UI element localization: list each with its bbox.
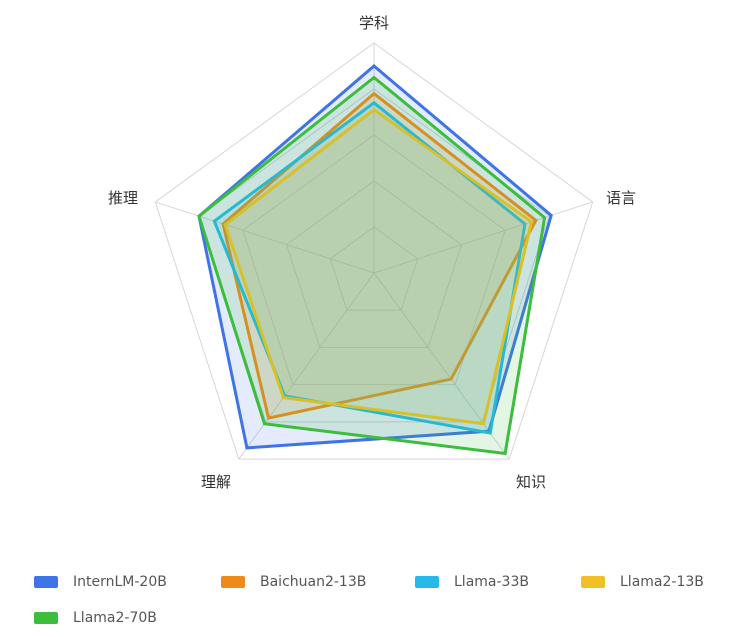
series-area-llama-33b[interactable]	[212, 100, 527, 435]
legend-label: Llama-33B	[454, 574, 529, 590]
axis-label-4: 推理	[108, 189, 138, 207]
series-area-llama2-70b[interactable]	[197, 75, 547, 456]
legend-label: Baichuan2-13B	[260, 574, 367, 590]
legend-item-llama2-70b[interactable]: Llama2-70B	[34, 608, 157, 628]
axis-label-2: 知识	[516, 473, 546, 491]
legend-label: Llama2-70B	[73, 610, 157, 626]
axis-label-3: 理解	[201, 473, 231, 491]
grid-spoke-2	[373, 272, 510, 460]
radar-chart: 学科 语言 知识 理解 推理	[108, 14, 636, 491]
legend-label: Llama2-13B	[620, 574, 704, 590]
legend-item-llama2-13b[interactable]: Llama2-13B	[581, 572, 704, 592]
legend-item-baichuan2-13b[interactable]: Baichuan2-13B	[221, 572, 366, 592]
legend-swatch	[581, 576, 605, 588]
axis-labels: 学科 语言 知识 理解 推理	[108, 14, 636, 491]
grid-ring-4	[198, 88, 550, 423]
grid-ring-3	[242, 134, 506, 386]
legend: InternLM-20B Baichuan2-13B Llama-33B Lla…	[0, 566, 750, 637]
legend-swatch	[221, 576, 245, 588]
grid-spoke-4	[155, 201, 375, 274]
grid-ring-1	[329, 226, 419, 311]
radar-grid	[154, 42, 594, 460]
grid-spoke-1	[373, 201, 593, 274]
grid-ring-5	[154, 42, 594, 460]
series-area-baichuan2-13b[interactable]	[221, 91, 538, 420]
axis-label-1: 语言	[606, 189, 636, 207]
legend-swatch	[415, 576, 439, 588]
legend-swatch	[34, 576, 58, 588]
radar-series	[197, 64, 553, 456]
series-area-llama2-13b[interactable]	[223, 107, 534, 426]
axis-label-0: 学科	[359, 14, 389, 32]
grid-ring-2	[285, 180, 463, 348]
legend-item-llama-33b[interactable]: Llama-33B	[415, 572, 529, 592]
grid-spoke-3	[238, 272, 375, 460]
legend-item-internlm-20b[interactable]: InternLM-20B	[34, 572, 167, 592]
legend-label: InternLM-20B	[73, 574, 167, 590]
series-area-internlm-20b[interactable]	[197, 64, 553, 450]
legend-swatch	[34, 612, 58, 624]
